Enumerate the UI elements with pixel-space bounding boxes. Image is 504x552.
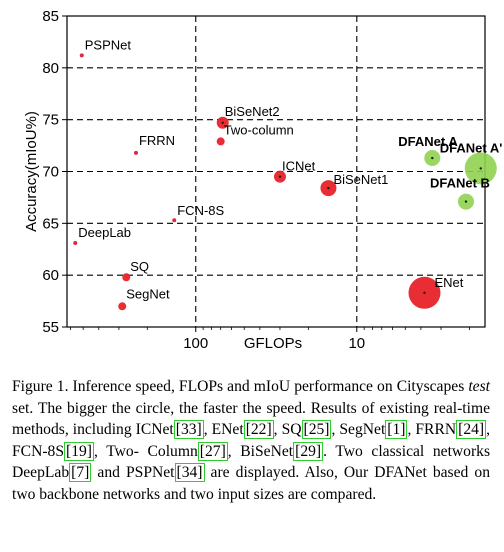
- y-tick-label-80: 80: [42, 60, 59, 77]
- ticks-layer: 55 60 65 70 75 80 85 100 10: [42, 8, 470, 352]
- y-tick-label-85: 85: [42, 8, 59, 25]
- x-tick-label-10: 10: [348, 335, 365, 352]
- point-segnet: [118, 302, 127, 311]
- caption-line-5b: , BiSeNet: [227, 442, 294, 460]
- point-fcn-8s: [172, 218, 177, 223]
- point-label-dfanet-a: DFANet A': [440, 140, 503, 155]
- point-pspnet: [79, 53, 84, 58]
- y-tick-label-55: 55: [42, 319, 59, 336]
- ref-twocolumn-link[interactable]: [27]: [197, 441, 228, 461]
- scatter-chart: 55 60 65 70 75 80 85 100 10 PSPNet FRRN DeepLab FCN…: [23, 8, 503, 352]
- point-label-bisenet2: BiSeNet2: [225, 104, 280, 119]
- caption-line-4b: , SQ: [273, 421, 302, 439]
- point-center-bisenet1: [327, 186, 330, 190]
- caption-line-5c: . Two classical networks DeepLab: [12, 442, 491, 482]
- x-axis-label: GFLOPs: [244, 335, 302, 352]
- point-label-fcn-8s: FCN-8S: [177, 203, 224, 218]
- point-label-dfanet-a: DFANet A: [398, 134, 458, 149]
- point-center-dfanet-a: [431, 156, 434, 160]
- point-label-dfanet-b: DFANet B: [430, 176, 490, 191]
- point-center-bisenet2: [221, 121, 224, 124]
- ref-frrn-link[interactable]: [24]: [456, 420, 487, 440]
- ref-fcn-link[interactable]: [19]: [64, 441, 94, 461]
- caption-line-4f: , Two-: [93, 442, 139, 460]
- caption-line-1: Figure 1. Inference speed, FLOPs and mIo…: [12, 378, 393, 395]
- caption-line-6a: and PSPNet: [97, 464, 175, 482]
- y-tick-label-65: 65: [42, 215, 59, 232]
- point-label-segnet: SegNet: [126, 286, 170, 301]
- point-label-pspnet: PSPNet: [85, 37, 132, 52]
- ref-deeplab-link[interactable]: [7]: [69, 463, 92, 483]
- caption-line-6b: are displayed. Also, Our DFANet based on…: [12, 464, 490, 503]
- ref-enet-link[interactable]: [22]: [243, 420, 274, 440]
- point-center-icnet: [278, 175, 282, 178]
- ref-pspnet-link[interactable]: [34]: [174, 463, 205, 483]
- caption-line-3: speed. Results of existing real-time met…: [12, 399, 491, 439]
- grid-layer: [67, 16, 485, 327]
- point-two-column: [216, 137, 225, 146]
- y-tick-label-70: 70: [42, 164, 59, 181]
- point-label-enet: ENet: [434, 275, 463, 290]
- y-tick-label-60: 60: [42, 267, 59, 284]
- y-tick-label-75: 75: [42, 112, 59, 129]
- ref-bisenet-link[interactable]: [29]: [293, 441, 324, 461]
- caption-line-7: backbone networks and two input sizes ar…: [39, 485, 377, 503]
- caption-line-2a: Cityscapes: [396, 378, 469, 395]
- caption-line-4a: ENet: [211, 421, 244, 439]
- point-label-deeplab: DeepLab: [78, 225, 131, 240]
- ref-icnet-link[interactable]: [33]: [173, 420, 204, 440]
- caption-line-4c: , SegNet: [331, 421, 386, 439]
- figure-caption: Figure 1. Inference speed, FLOPs and mIo…: [12, 378, 491, 503]
- point-label-two-column: Two-column: [224, 122, 294, 137]
- point-label-icnet: ICNet: [282, 159, 316, 174]
- point-label-sq: SQ: [130, 259, 149, 274]
- point-center-dfanet-b: [464, 200, 468, 203]
- caption-line-5a: Column: [147, 442, 198, 460]
- y-axis-label: Accuracy(mIoU%): [23, 111, 40, 232]
- caption-line-4d: , FRRN: [407, 421, 457, 439]
- caption-line-4e: , FCN-8S: [12, 421, 491, 460]
- points-layer: PSPNet FRRN DeepLab FCN-8S SQ SegNet BiSeNet2 T…: [73, 37, 503, 311]
- point-label-frrn: FRRN: [139, 133, 175, 148]
- ref-segnet-link[interactable]: [1]: [385, 420, 408, 440]
- x-tick-label-100: 100: [183, 335, 208, 352]
- point-deeplab: [73, 241, 78, 246]
- point-frrn: [133, 150, 138, 155]
- ref-sq-link[interactable]: [25]: [301, 420, 332, 440]
- point-sq: [122, 273, 131, 282]
- point-center-enet: [423, 291, 426, 294]
- caption-line-2c: set. The bigger the circle, the faster t…: [12, 399, 262, 417]
- caption-test-italic: test: [468, 378, 490, 395]
- point-label-bisenet1: BiSeNet1: [333, 172, 388, 187]
- point-center-dfanet-a: [479, 167, 482, 170]
